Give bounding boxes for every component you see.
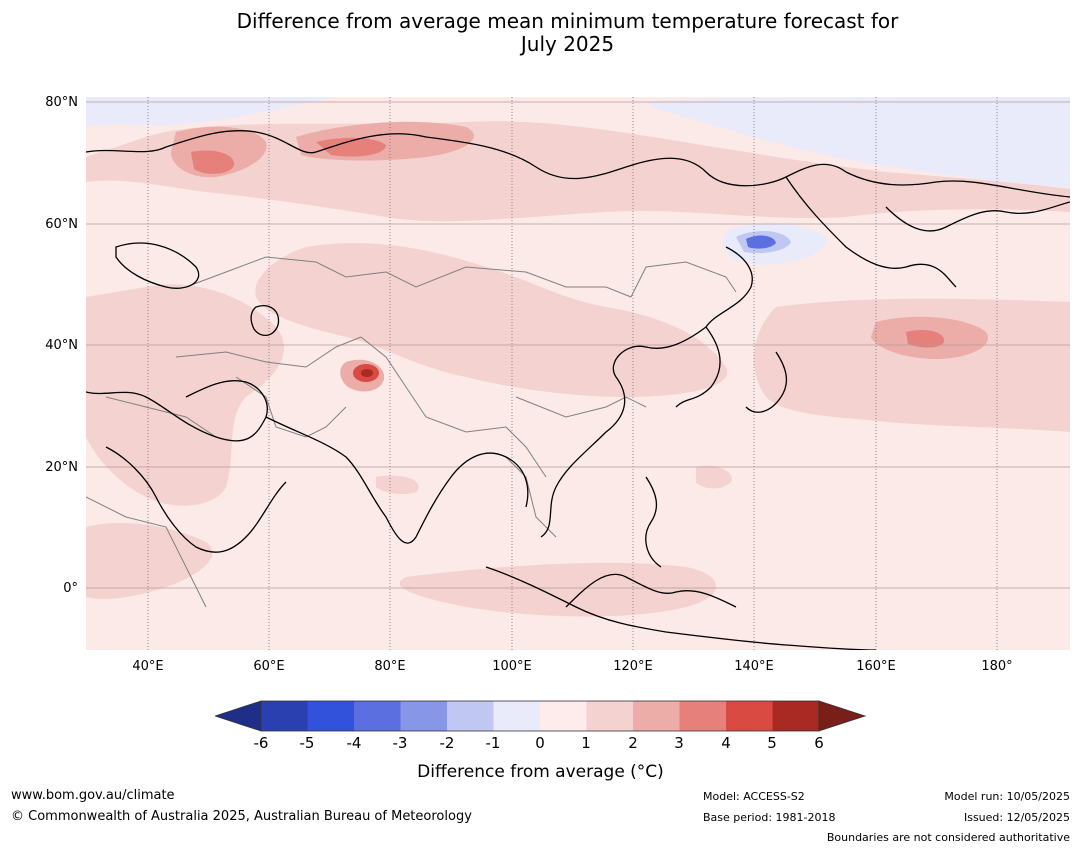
colorbar-tick: -1 (485, 734, 501, 752)
colorbar-bin (586, 701, 633, 731)
lat-label-40n: 40°N (45, 338, 78, 353)
coastlines (86, 130, 1070, 650)
lat-label-60n: 60°N (45, 217, 78, 232)
colorbar-frame (260, 700, 820, 732)
footer-model: Model: ACCESS-S2 (703, 790, 805, 803)
map-canvas (86, 97, 1070, 650)
colorbar-bin (261, 701, 308, 731)
colorbar-tick: -6 (253, 734, 269, 752)
lon-label-160e: 160°E (856, 659, 896, 674)
colorbar-bin (400, 701, 447, 731)
map-title-line-1: Difference from average mean minimum tem… (236, 9, 899, 33)
colorbar-low-arrow (215, 700, 262, 732)
colorbar-bin (493, 701, 540, 731)
lon-label-80e: 80°E (374, 659, 406, 674)
anomaly-1-2-regions (86, 121, 1070, 617)
colorbar-bin (447, 701, 494, 731)
colorbar-tick: 5 (767, 734, 777, 752)
parallel-gridlines (86, 101, 1070, 589)
colorbar-bin (307, 701, 354, 731)
negative-anomaly-regions (86, 97, 1070, 265)
lat-label-20n: 20°N (45, 460, 78, 475)
meridian-gridlines (147, 97, 998, 650)
lat-label-0: 0° (63, 581, 78, 596)
footer-model-run: Model run: 10/05/2025 (944, 790, 1070, 803)
footer-copyright: © Commonwealth of Australia 2025, Austra… (11, 809, 472, 824)
lon-label-60e: 60°E (253, 659, 285, 674)
colorbar-tick: 6 (814, 734, 824, 752)
colorbar-bin (679, 701, 726, 731)
colorbar-tick: -2 (439, 734, 455, 752)
colorbar-tick: 4 (721, 734, 731, 752)
lon-label-120e: 120°E (613, 659, 653, 674)
colorbar-bin (540, 701, 587, 731)
colorbar-tick: -4 (346, 734, 362, 752)
footer-url: www.bom.gov.au/climate (11, 788, 175, 803)
map-title-line-2: July 2025 (520, 32, 615, 56)
footer-disclaimer: Boundaries are not considered authoritat… (826, 831, 1070, 844)
colorbar (215, 700, 867, 732)
lon-label-180: 180° (981, 659, 1013, 674)
country-borders (86, 256, 737, 608)
colorbar-tick: -3 (392, 734, 408, 752)
footer-base-period: Base period: 1981-2018 (703, 811, 836, 824)
colorbar-bin (633, 701, 680, 731)
colorbar-tick: -5 (299, 734, 315, 752)
forecast-map (86, 97, 1070, 650)
colorbar-bin (772, 701, 819, 731)
anomaly-5-6-spot (361, 369, 373, 377)
colorbar-tick: 2 (628, 734, 638, 752)
colorbar-bin (354, 701, 401, 731)
lat-label-80n: 80°N (45, 95, 78, 110)
colorbar-bin (726, 701, 773, 731)
colorbar-tick: 1 (581, 734, 591, 752)
anomaly-3-4-regions (191, 137, 945, 348)
colorbar-tick: 0 (535, 734, 545, 752)
lon-label-100e: 100°E (492, 659, 532, 674)
footer-issued: Issued: 12/05/2025 (963, 811, 1070, 824)
colorbar-tick: 3 (674, 734, 684, 752)
colorbar-high-arrow (818, 700, 867, 732)
lon-label-140e: 140°E (734, 659, 774, 674)
colorbar-label: Difference from average (°C) (417, 762, 664, 782)
lon-label-40e: 40°E (132, 659, 164, 674)
